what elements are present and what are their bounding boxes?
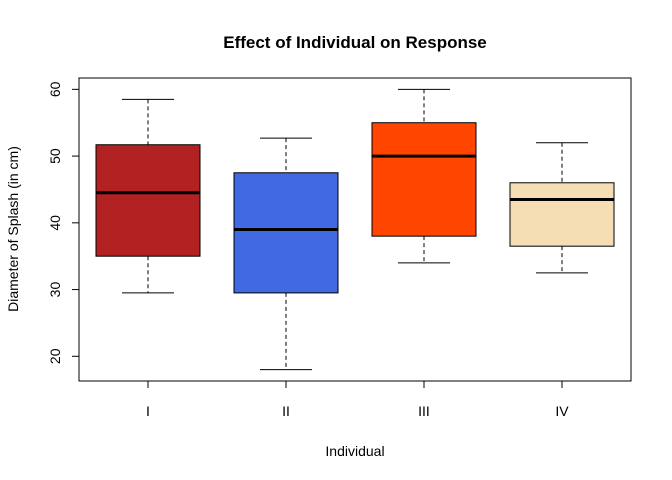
x-axis-label: Individual bbox=[325, 443, 384, 459]
x-tick-label: IV bbox=[555, 403, 569, 419]
iqr-box bbox=[371, 122, 477, 237]
y-tick-label: 30 bbox=[47, 282, 63, 298]
box-II bbox=[233, 137, 339, 371]
box-III bbox=[371, 88, 477, 264]
y-axis: 20 30 40 50 60 bbox=[47, 81, 80, 364]
y-tick-label: 50 bbox=[47, 148, 63, 164]
chart-title: Effect of Individual on Response bbox=[223, 33, 487, 52]
box-I bbox=[95, 98, 201, 294]
iqr-box bbox=[95, 144, 201, 257]
iqr-box bbox=[233, 172, 339, 294]
x-axis: I II III IV bbox=[146, 380, 569, 419]
y-tick-label: 60 bbox=[47, 81, 63, 97]
iqr-box bbox=[509, 182, 615, 247]
x-tick-label: I bbox=[146, 403, 150, 419]
box-IV bbox=[509, 142, 615, 274]
boxes-group bbox=[95, 88, 615, 371]
x-tick-label: II bbox=[282, 403, 290, 419]
y-tick-label: 40 bbox=[47, 215, 63, 231]
y-axis-label: Diameter of Splash (in cm) bbox=[5, 146, 21, 312]
x-tick-label: III bbox=[418, 403, 430, 419]
y-tick-label: 20 bbox=[47, 348, 63, 364]
